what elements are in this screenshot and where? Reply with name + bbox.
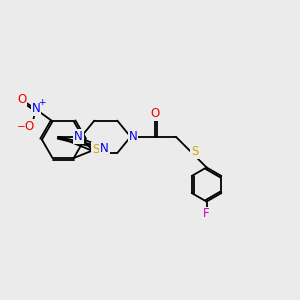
Text: O: O bbox=[24, 120, 34, 133]
Text: O: O bbox=[17, 93, 26, 106]
Text: S: S bbox=[191, 145, 198, 158]
Text: −: − bbox=[17, 122, 26, 132]
Text: O: O bbox=[151, 107, 160, 120]
Text: F: F bbox=[203, 207, 210, 220]
Text: N: N bbox=[74, 130, 83, 143]
Text: N: N bbox=[100, 142, 109, 155]
Text: N: N bbox=[128, 130, 137, 143]
Text: N: N bbox=[32, 102, 40, 115]
Text: S: S bbox=[92, 143, 99, 156]
Text: +: + bbox=[38, 98, 46, 107]
